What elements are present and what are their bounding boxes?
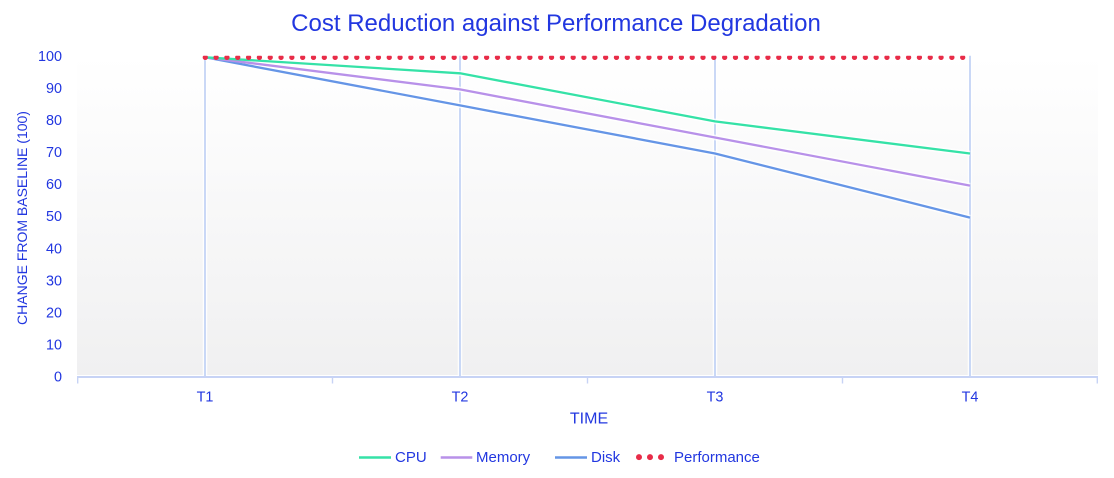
svg-text:60: 60 xyxy=(46,177,62,193)
svg-text:Performance: Performance xyxy=(674,449,760,466)
svg-text:50: 50 xyxy=(46,209,62,225)
svg-text:Disk: Disk xyxy=(591,449,621,466)
svg-text:CPU: CPU xyxy=(395,449,427,466)
svg-text:T4: T4 xyxy=(962,390,979,406)
svg-text:TIME: TIME xyxy=(570,411,608,428)
svg-text:70: 70 xyxy=(46,145,62,161)
svg-text:CHANGE FROM BASELINE (100): CHANGE FROM BASELINE (100) xyxy=(14,111,30,325)
svg-text:Memory: Memory xyxy=(476,449,531,466)
svg-text:T3: T3 xyxy=(707,390,724,406)
svg-text:40: 40 xyxy=(46,241,62,257)
svg-text:T2: T2 xyxy=(452,390,469,406)
svg-text:90: 90 xyxy=(46,81,62,97)
svg-text:Cost Reduction against Perform: Cost Reduction against Performance Degra… xyxy=(291,10,821,37)
svg-text:20: 20 xyxy=(46,305,62,321)
svg-text:10: 10 xyxy=(46,337,62,353)
svg-text:0: 0 xyxy=(54,370,62,386)
svg-text:100: 100 xyxy=(38,49,62,65)
svg-text:30: 30 xyxy=(46,273,62,289)
svg-text:80: 80 xyxy=(46,113,62,129)
svg-text:T1: T1 xyxy=(197,390,214,406)
